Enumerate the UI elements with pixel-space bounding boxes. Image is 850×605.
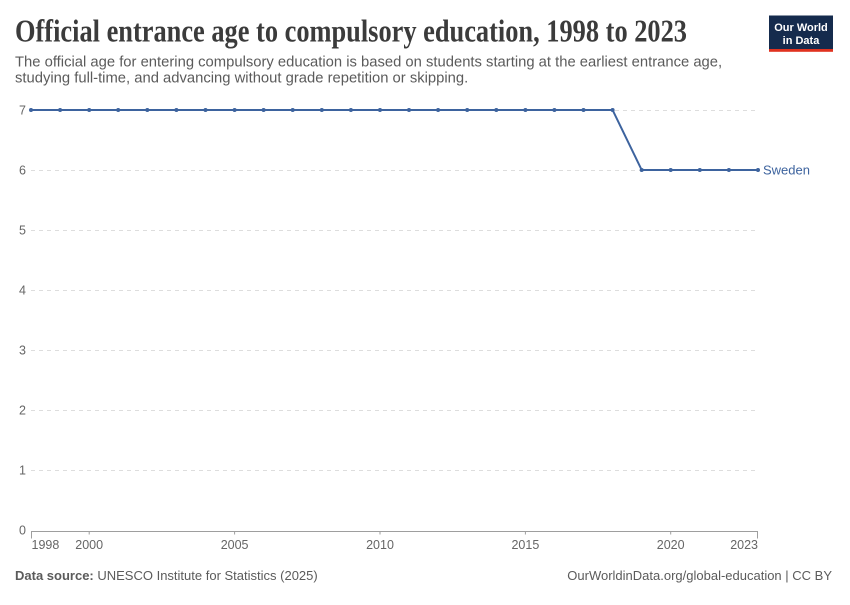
svg-text:1998: 1998 — [32, 538, 60, 552]
svg-text:5: 5 — [19, 224, 26, 238]
svg-text:4: 4 — [19, 284, 26, 298]
svg-text:Our World: Our World — [774, 22, 828, 34]
svg-text:2023: 2023 — [730, 538, 758, 552]
svg-text:Data source: UNESCO Institute: Data source: UNESCO Institute for Statis… — [15, 568, 318, 583]
svg-text:3: 3 — [19, 344, 26, 358]
svg-text:7: 7 — [19, 104, 26, 118]
svg-text:6: 6 — [19, 164, 26, 178]
svg-text:0: 0 — [19, 524, 26, 538]
svg-text:Official entrance age to compu: Official entrance age to compulsory educ… — [15, 14, 687, 49]
svg-text:The official age for entering: The official age for entering compulsory… — [15, 54, 722, 70]
svg-text:Sweden: Sweden — [763, 163, 810, 178]
svg-text:2: 2 — [19, 404, 26, 418]
svg-text:OurWorldinData.org/global-educ: OurWorldinData.org/global-education | CC… — [567, 568, 832, 583]
svg-text:2020: 2020 — [657, 538, 685, 552]
svg-text:2005: 2005 — [221, 538, 249, 552]
svg-text:in Data: in Data — [783, 35, 821, 47]
svg-text:studying full-time, and advanc: studying full-time, and advancing withou… — [15, 71, 468, 87]
svg-text:1: 1 — [19, 464, 26, 478]
svg-text:2015: 2015 — [511, 538, 539, 552]
svg-text:2000: 2000 — [75, 538, 103, 552]
svg-text:2010: 2010 — [366, 538, 394, 552]
